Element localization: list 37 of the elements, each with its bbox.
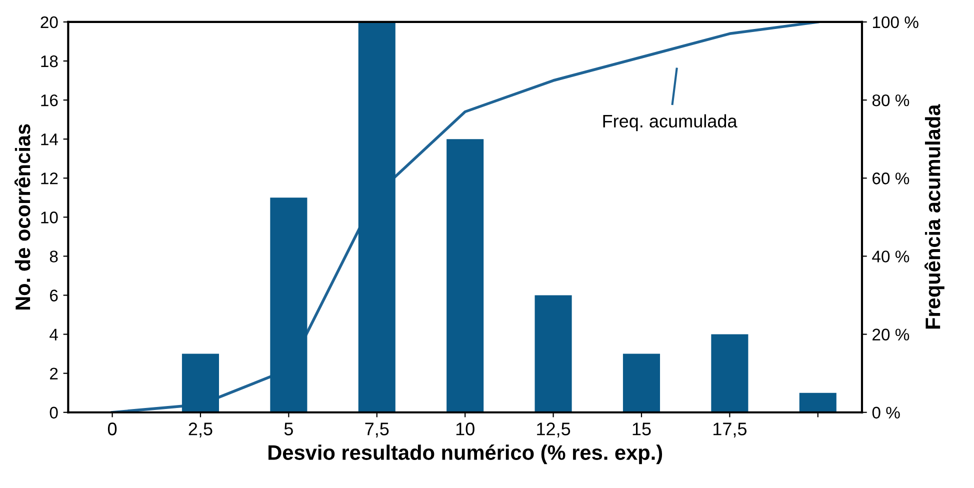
x-tick-label: 0 [108,422,117,436]
y2-tick-label: 20 % [872,328,910,340]
y-tick-label: 4 [50,328,58,340]
y-tick-label: 2 [50,368,58,380]
y-tick-label: 18 [41,55,58,68]
bar [711,334,748,412]
y-axis-title: No. de ocorrências [14,124,30,310]
y-tick-label: 14 [41,134,58,146]
bar [622,354,660,412]
x-tick-label: 17,5 [713,422,747,438]
y-tick-label: 10 [41,212,58,224]
x-tick-label: 5 [284,422,293,436]
y-tick-label: 16 [41,94,58,106]
y-tick-label: 8 [50,250,58,262]
y2-tick-label: 40 % [872,250,910,262]
x-tick-label: 10 [456,422,474,436]
y2-tick-label: 100 % [872,16,918,28]
y2-axis-title: Frequência acumulada [924,104,944,329]
x-axis-title: Desvio resultado numérico (% res. exp.) [268,444,662,464]
bar [446,139,484,412]
x-tick-label: 2,5 [188,422,212,438]
bar [182,354,220,412]
x-tick-label: 15 [632,422,651,436]
y2-tick-label: 80 % [872,94,910,106]
y-tick-label: 6 [50,290,58,302]
x-tick-label: 7,5 [365,422,389,438]
y2-tick-label: 60 % [872,172,910,184]
y-tick-label: 12 [41,172,58,184]
y-tick-label: 0 [50,406,58,419]
bar [534,295,572,412]
y-tick-label: 20 [40,16,58,28]
annotation: Freq. acumulada [603,114,738,132]
y2-tick-label: 0 % [872,406,900,419]
bar [799,392,836,412]
x-tick-label: 12,5 [537,422,570,438]
bar [270,198,308,412]
bar [358,22,396,412]
